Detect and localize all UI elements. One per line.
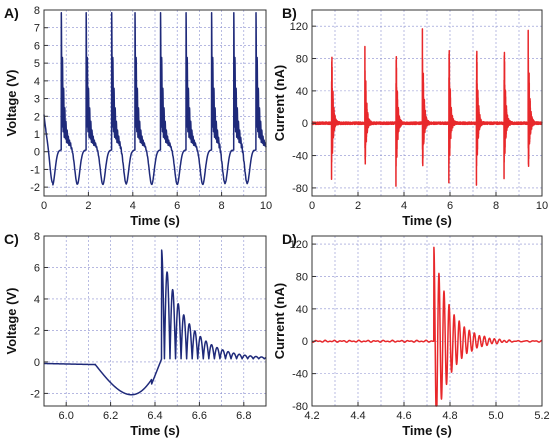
y-tick-label: 4 bbox=[34, 76, 40, 88]
x-tick-label: 6.8 bbox=[236, 410, 251, 422]
y-tick-label: 40 bbox=[296, 304, 308, 316]
panel-c: C) 6.0 6.2 6.4 6.6 6.8 -2 0 2 4 6 8 Time (s) Voltage … bbox=[4, 231, 266, 438]
x-tick-label: 4.4 bbox=[350, 410, 365, 422]
x-tick-label: 4 bbox=[130, 200, 136, 212]
x-axis-label: Time (s) bbox=[402, 213, 452, 228]
y-tick-label: 0 bbox=[302, 336, 308, 348]
x-tick-label: 5.2 bbox=[534, 410, 549, 422]
y-tick-label: -80 bbox=[292, 401, 308, 413]
y-tick-label: 0 bbox=[34, 147, 40, 159]
y-tick-label: -1 bbox=[30, 164, 40, 176]
x-axis-label: Time (s) bbox=[130, 213, 180, 228]
y-tick-label: 6 bbox=[34, 40, 40, 52]
x-tick-label: 5.0 bbox=[488, 410, 503, 422]
y-tick-label: 0 bbox=[34, 357, 40, 369]
y-axis-label: Voltage (V) bbox=[4, 70, 19, 137]
y-tick-label: 7 bbox=[34, 23, 40, 35]
y-tick-label: 120 bbox=[290, 239, 308, 251]
x-axis-label: Time (s) bbox=[130, 423, 180, 438]
panel-d: D)4.2 4.4 4.6 4.8 5.0 5.2-80-4004080120Time (… bbox=[272, 231, 550, 438]
y-tick-label: 80 bbox=[296, 54, 308, 66]
x-tick-label: 6.4 bbox=[147, 410, 162, 422]
y-tick-label: 120 bbox=[290, 21, 308, 33]
x-tick-label: 4.8 bbox=[442, 410, 457, 422]
y-tick-label: 0 bbox=[302, 118, 308, 130]
x-tick-label: 2 bbox=[355, 200, 361, 212]
y-tick-label: -2 bbox=[30, 388, 40, 400]
y-tick-label: 4 bbox=[34, 294, 40, 306]
y-tick-label: -40 bbox=[292, 151, 308, 163]
series-line bbox=[312, 247, 542, 406]
y-axis-label: Current (nA) bbox=[272, 283, 287, 360]
y-tick-label: 1 bbox=[34, 129, 40, 141]
y-tick-label: 8 bbox=[34, 5, 40, 17]
y-tick-label: -40 bbox=[292, 369, 308, 381]
x-tick-label: 8 bbox=[219, 200, 225, 212]
x-tick-label: 8 bbox=[493, 200, 499, 212]
x-tick-label: 4 bbox=[401, 200, 407, 212]
panel-b: B) 0 2 4 6 8 10 -80 -40 0 40 80 120 Time (s) Current (… bbox=[272, 5, 548, 228]
y-tick-label: 80 bbox=[296, 271, 308, 283]
x-tick-label: 0 bbox=[41, 200, 47, 212]
y-tick-label: 8 bbox=[34, 231, 40, 243]
y-tick-label: 3 bbox=[34, 94, 40, 106]
x-tick-label: 6.0 bbox=[59, 410, 74, 422]
panel-label: A) bbox=[4, 5, 19, 21]
y-tick-label: 6 bbox=[34, 262, 40, 274]
y-tick-label: 5 bbox=[34, 58, 40, 70]
x-tick-label: 6.6 bbox=[192, 410, 207, 422]
x-tick-label: 6 bbox=[447, 200, 453, 212]
x-tick-label: 2 bbox=[85, 200, 91, 212]
panel-a: A) 0 2 4 6 8 10 -2 -1 0 1 2 3 4 5 6 7 8 Time (s) Voltage (V… bbox=[4, 5, 272, 228]
x-tick-label: 10 bbox=[536, 200, 548, 212]
y-axis-label: Current (nA) bbox=[272, 65, 287, 142]
panel-label: B) bbox=[282, 5, 297, 21]
x-tick-label: 0 bbox=[309, 200, 315, 212]
y-tick-label: 2 bbox=[34, 111, 40, 123]
panel-label: C) bbox=[4, 231, 19, 247]
y-axis-label: Voltage (V) bbox=[4, 288, 19, 355]
y-tick-label: 40 bbox=[296, 86, 308, 98]
x-axis-label: Time (s) bbox=[402, 423, 452, 438]
y-tick-label: -80 bbox=[292, 183, 308, 195]
x-tick-label: 10 bbox=[260, 200, 272, 212]
x-tick-label: 4.6 bbox=[396, 410, 411, 422]
x-tick-label: 6.2 bbox=[103, 410, 118, 422]
y-tick-label: -2 bbox=[30, 182, 40, 194]
x-tick-label: 6 bbox=[174, 200, 180, 212]
y-tick-label: 2 bbox=[34, 325, 40, 337]
